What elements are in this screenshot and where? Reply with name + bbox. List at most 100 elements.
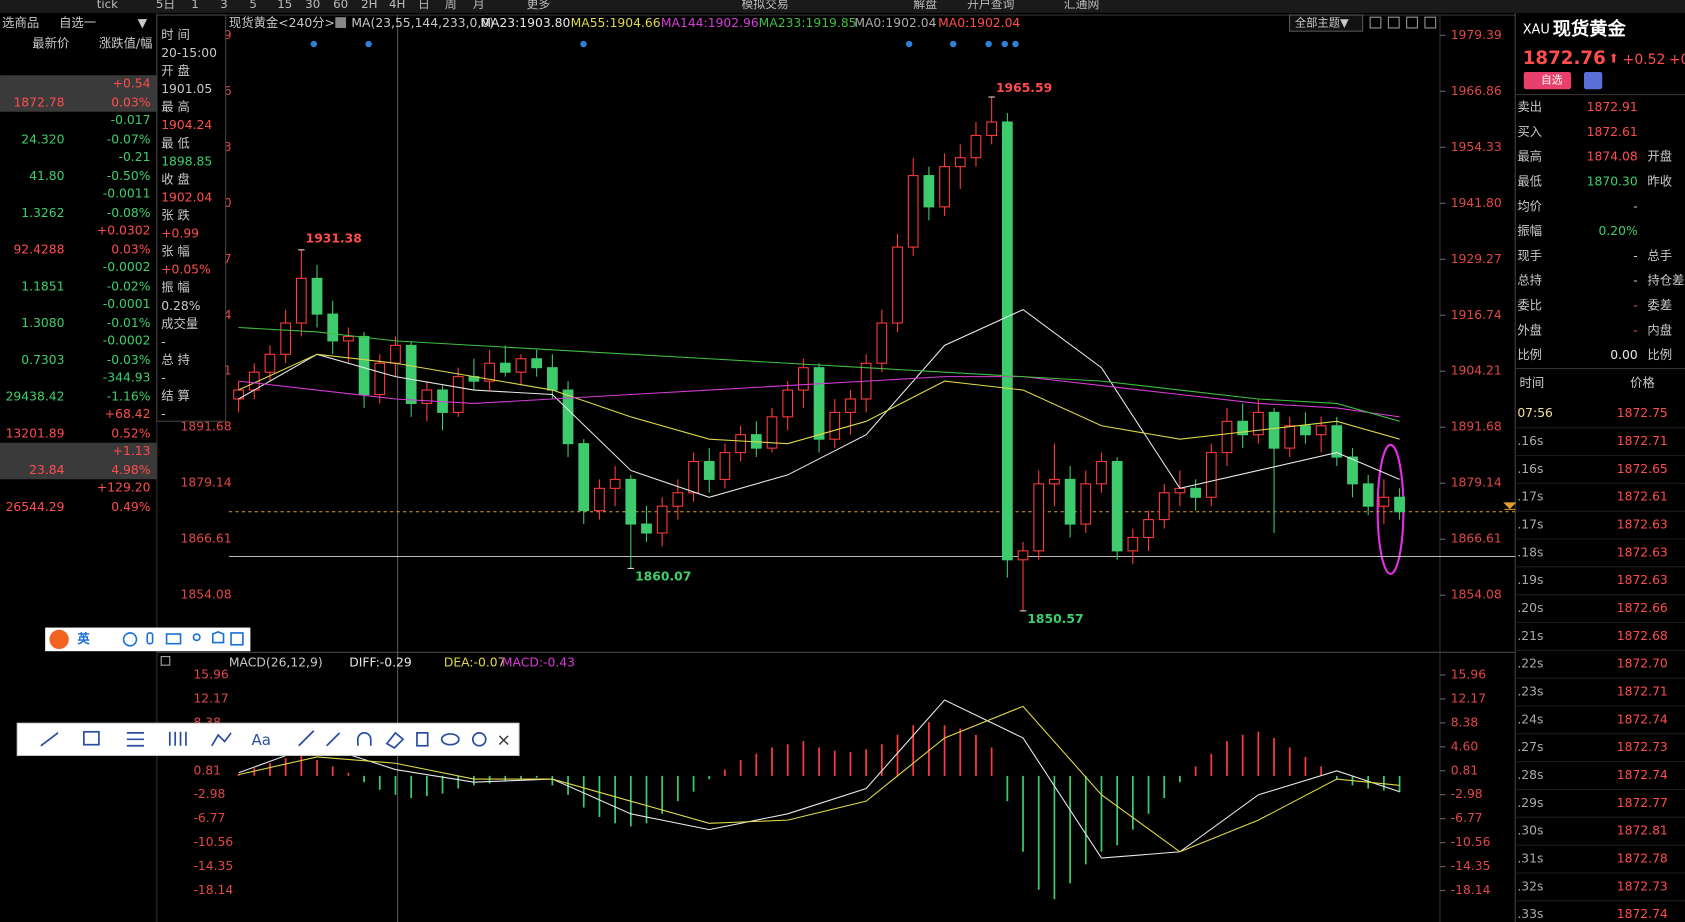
event-dot[interactable]: [1012, 40, 1019, 48]
toolbar-button[interactable]: 周: [445, 0, 457, 11]
indicator-line: [238, 705, 1400, 853]
tick-time: .16s: [1517, 462, 1543, 476]
tick-header: 价格: [1630, 375, 1655, 390]
change-pct: -0.07%: [107, 132, 151, 146]
candle-body: [641, 523, 652, 534]
dropdown[interactable]: ▼: [138, 16, 148, 30]
font-tool[interactable]: Aa: [251, 731, 271, 749]
change-value: -0.21: [119, 150, 151, 164]
toolbar-button[interactable]: 60: [333, 0, 348, 11]
event-dot[interactable]: [1001, 40, 1008, 48]
toolbar-button[interactable]: 月: [473, 0, 485, 11]
field-label: 委差: [1647, 299, 1672, 313]
icon[interactable]: [211, 630, 225, 644]
y-tick-label: -2.98: [1451, 787, 1483, 801]
alert-button[interactable]: [1583, 71, 1603, 90]
toolbar-button[interactable]: 开户查询: [967, 0, 1014, 11]
event-dot[interactable]: [580, 40, 587, 48]
icon[interactable]: [385, 731, 405, 749]
toolbar-button[interactable]: 更多: [527, 0, 551, 11]
ime-mode[interactable]: 英: [77, 631, 90, 646]
event-dot[interactable]: [310, 40, 318, 48]
toolbar-button[interactable]: 2H: [361, 0, 377, 11]
icon[interactable]: [335, 17, 347, 28]
toolbar-button[interactable]: tick: [97, 0, 118, 11]
candle-body: [688, 460, 699, 494]
ime-logo[interactable]: [49, 629, 69, 650]
event-dot[interactable]: [365, 40, 372, 48]
theme-box[interactable]: [1288, 14, 1364, 32]
extreme-label: 1931.38: [306, 232, 362, 246]
toolbar-button[interactable]: 日: [418, 0, 430, 11]
close-button[interactable]: ×: [496, 730, 510, 750]
y-tick-label-left: 1866.61: [181, 532, 232, 546]
watch-label[interactable]: 自选: [1541, 74, 1563, 87]
icon[interactable]: [1369, 16, 1382, 29]
change-pct: -0.08%: [107, 206, 151, 220]
group-select[interactable]: 自选一: [59, 16, 96, 30]
icon[interactable]: [1424, 16, 1437, 29]
indicator-line: [238, 353, 1400, 445]
icon[interactable]: [192, 633, 201, 642]
candle-body: [311, 277, 323, 315]
info-label: 成交量: [161, 316, 198, 331]
candle-body: [1221, 420, 1233, 454]
icon[interactable]: [40, 732, 59, 747]
candle-body: [499, 362, 511, 373]
candle-body: [1300, 425, 1311, 436]
info-value: -: [161, 407, 165, 421]
toolbar-button[interactable]: 5日: [156, 0, 175, 11]
icon[interactable]: [471, 732, 487, 747]
change-value: +1.13: [113, 444, 151, 458]
icon[interactable]: [165, 633, 182, 645]
icon[interactable]: [210, 732, 232, 747]
toolbar-button[interactable]: 3: [220, 0, 228, 11]
icon[interactable]: [440, 733, 460, 746]
tick-time: .21s: [1517, 629, 1543, 643]
theme-menu[interactable]: 全部主题▼: [1295, 16, 1349, 30]
toolbar-button[interactable]: 4H: [389, 0, 405, 11]
candle-body: [735, 434, 747, 454]
info-value: 0.28%: [161, 299, 200, 313]
icon[interactable]: [1387, 16, 1400, 29]
event-dot[interactable]: [985, 40, 992, 48]
extreme-label: 1965.59: [996, 81, 1052, 95]
change-pct: 0.52%: [111, 426, 150, 440]
candle-body: [327, 313, 339, 342]
icon[interactable]: [168, 731, 187, 746]
candle-body: [295, 277, 307, 324]
icon[interactable]: [122, 632, 138, 647]
y-tick-label: 1941.80: [1451, 196, 1502, 210]
watch-button[interactable]: [1523, 71, 1572, 90]
toolbar-button[interactable]: 1: [191, 0, 199, 11]
last-price: 92.4288: [13, 243, 64, 257]
icon[interactable]: [298, 730, 315, 747]
legend-item: DIFF:-0.29: [349, 656, 411, 670]
icon[interactable]: [146, 632, 154, 645]
icon[interactable]: [126, 732, 145, 747]
icon[interactable]: [416, 732, 429, 747]
candle-body: [1378, 496, 1390, 507]
icon[interactable]: [1406, 16, 1418, 29]
icon[interactable]: [326, 732, 341, 747]
column-header: 最新价: [32, 36, 69, 51]
legend-item: MA0:1902.04: [938, 16, 1020, 30]
tick-price: 1872.63: [1617, 518, 1668, 532]
legend-item: MA144:1902.96: [661, 16, 759, 30]
toolbar-button[interactable]: 解盘: [913, 0, 937, 11]
event-dot[interactable]: [905, 40, 913, 48]
info-label: 振 幅: [161, 280, 190, 295]
toolbar-button[interactable]: 15: [277, 0, 292, 11]
icon[interactable]: [82, 730, 100, 746]
icon[interactable]: [160, 656, 171, 666]
toolbar-button[interactable]: 模拟交易: [741, 0, 788, 11]
icon[interactable]: [356, 732, 372, 746]
event-dot[interactable]: [949, 40, 957, 48]
icon[interactable]: [230, 632, 244, 646]
toolbar-button[interactable]: 汇通网: [1064, 0, 1099, 11]
toolbar-button[interactable]: 5: [249, 0, 257, 11]
toolbar-button[interactable]: 30: [305, 0, 320, 11]
tick-time: .31s: [1517, 852, 1543, 866]
menu[interactable]: 选商品: [2, 15, 39, 30]
y-tick-label: 1979.39: [1451, 28, 1502, 42]
